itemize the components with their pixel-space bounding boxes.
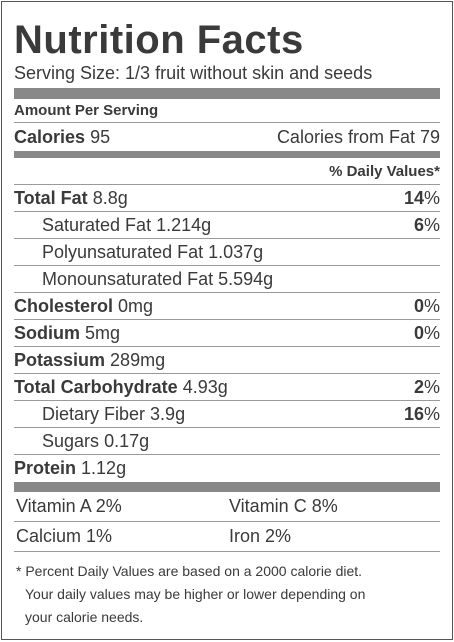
nutrient-dv-percent: % — [423, 187, 440, 208]
nutrient-row-dietary-fiber: Dietary Fiber 3.9g 16% — [14, 401, 440, 428]
nutrient-label: Saturated Fat — [42, 214, 152, 235]
footnote-line-1: * Percent Daily Values are based on a 20… — [16, 563, 363, 579]
nutrient-label: Protein — [14, 458, 77, 478]
vitamin-a: Vitamin A 2% — [16, 496, 122, 516]
nutrient-row-total-fat: Total Fat 8.8g 14% — [14, 185, 440, 212]
nutrient-label: Sodium — [14, 322, 80, 343]
nutrient-label: Polyunsaturated Fat — [42, 241, 204, 262]
iron: Iron 2% — [229, 526, 292, 546]
nutrient-dv: 2 — [413, 376, 424, 397]
daily-values-header: % Daily Values* — [14, 158, 440, 185]
nutrient-amount: 1.037g — [208, 241, 264, 262]
calories-row: Calories 95 Calories from Fat 79 — [14, 123, 440, 151]
mineral-row: Calcium 1% Iron 2% — [14, 522, 440, 552]
nutrient-dv: 14 — [403, 187, 424, 208]
label-title: Nutrition Facts — [14, 18, 304, 62]
nutrient-amount: 0.17g — [104, 430, 150, 451]
nutrient-amount: 5.594g — [218, 268, 274, 289]
footnote-line-2: Your daily values may be higher or lower… — [25, 586, 366, 602]
nutrient-dv-percent: % — [423, 403, 440, 424]
nutrient-dv-percent: % — [423, 295, 440, 316]
nutrient-label: Sugars — [42, 430, 100, 451]
amount-per-serving: Amount Per Serving — [14, 99, 440, 123]
nutrient-amount: 4.93g — [182, 376, 228, 397]
nutrient-row-cholesterol: Cholesterol 0mg 0% — [14, 293, 440, 320]
nutrient-dv: 6 — [413, 214, 424, 235]
vitamin-row: Vitamin A 2% Vitamin C 8% — [14, 492, 440, 522]
calories-label: Calories — [14, 126, 86, 147]
calories-value: 95 — [90, 126, 111, 147]
footnote: * Percent Daily Values are based on a 20… — [14, 560, 440, 629]
calories-text: Calories 95 — [14, 127, 110, 148]
nutrient-dv: 0 — [413, 322, 424, 343]
nutrient-dv: 0 — [413, 295, 424, 316]
divider-thick — [14, 88, 440, 99]
nutrient-amount: 1.214g — [156, 214, 212, 235]
amount-per-serving-label: Amount Per Serving — [14, 102, 159, 119]
nutrient-row-monounsaturated-fat: Monounsaturated Fat 5.594g — [14, 266, 440, 293]
daily-values-header-label: % Daily Values* — [329, 162, 440, 180]
nutrient-label: Total Fat — [14, 187, 88, 208]
nutrient-label: Monounsaturated Fat — [42, 268, 214, 289]
nutrient-row-potassium: Potassium 289mg — [14, 347, 440, 374]
nutrient-label: Total Carbohydrate — [14, 376, 178, 397]
nutrient-row-total-carbohydrate: Total Carbohydrate 4.93g 2% — [14, 374, 440, 401]
nutrient-row-polyunsaturated-fat: Polyunsaturated Fat 1.037g — [14, 239, 440, 266]
calories-from-fat: Calories from Fat 79 — [276, 126, 440, 147]
nutrient-dv-percent: % — [423, 322, 440, 343]
nutrient-row-saturated-fat: Saturated Fat 1.214g 6% — [14, 212, 440, 239]
nutrient-label: Cholesterol — [14, 295, 114, 316]
vitamin-c: Vitamin C 8% — [229, 496, 338, 516]
nutrient-amount: 8.8g — [92, 187, 128, 208]
nutrient-label: Potassium — [14, 349, 106, 370]
nutrient-dv-percent: % — [423, 376, 440, 397]
divider-thick — [14, 482, 440, 492]
nutrient-dv-percent: % — [423, 214, 440, 235]
nutrient-dv: 16 — [403, 403, 424, 424]
nutrient-row-sugars: Sugars 0.17g — [14, 428, 440, 455]
divider-medium — [14, 151, 440, 158]
nutrient-row-sodium: Sodium 5mg 0% — [14, 320, 440, 347]
footnote-line-3: your calorie needs. — [25, 609, 144, 625]
serving-size: Serving Size: 1/3 fruit without skin and… — [14, 63, 373, 83]
nutrient-amount: 3.9g — [150, 403, 186, 424]
nutrient-row-protein: Protein 1.12g — [14, 455, 440, 482]
nutrient-amount: 289mg — [110, 349, 166, 370]
nutrient-label: Dietary Fiber — [42, 403, 146, 424]
calcium: Calcium 1% — [16, 526, 113, 546]
nutrient-amount: 1.12g — [81, 458, 127, 478]
nutrient-amount: 5mg — [85, 322, 121, 343]
nutrient-amount: 0mg — [118, 295, 154, 316]
